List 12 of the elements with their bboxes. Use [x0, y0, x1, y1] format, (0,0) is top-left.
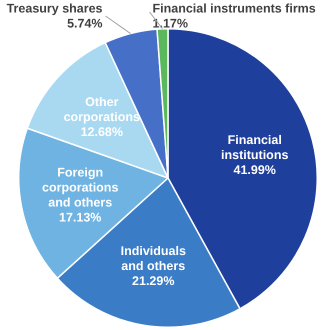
data-label: 5.74% — [67, 16, 103, 30]
slice-label: Other corporations — [64, 95, 140, 124]
slice-label: Foreign corporations and others — [42, 166, 118, 210]
slice-label: Financial institutions — [221, 133, 288, 162]
data-label: 17.13% — [59, 210, 102, 225]
slice-label: Individuals and others — [120, 244, 186, 273]
data-label: 1.17% — [152, 16, 188, 30]
data-label: 12.68% — [80, 125, 123, 140]
data-label: 21.29% — [132, 274, 174, 288]
data-label: 41.99% — [234, 163, 276, 178]
slice-label: Financial instruments firms — [152, 1, 316, 16]
slice-label: Treasury shares — [6, 1, 103, 16]
